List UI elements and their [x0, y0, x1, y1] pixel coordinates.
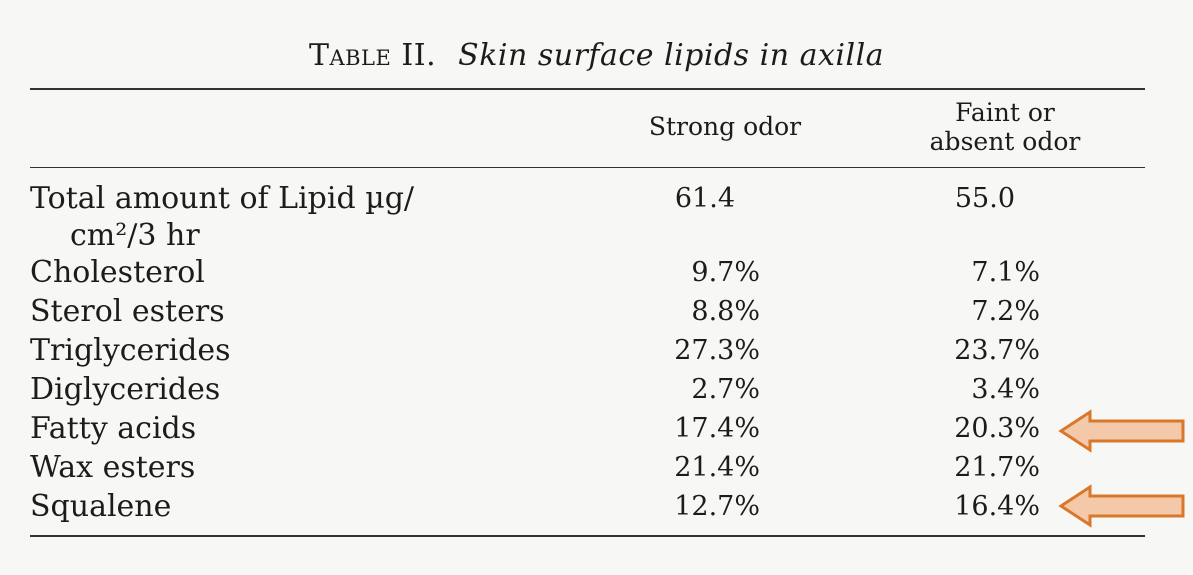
column-header-faint-line2: absent odor: [929, 127, 1081, 156]
cell-faint: 20.3%: [954, 413, 1040, 444]
cell-total-strong: 61.4: [674, 183, 735, 214]
cell-strong: 8.8%: [691, 296, 760, 327]
cell-faint: 21.7%: [954, 452, 1040, 483]
column-header-faint-line1: Faint or: [955, 98, 1055, 127]
cell-faint: 23.7%: [954, 335, 1040, 366]
cell-strong: 21.4%: [674, 452, 760, 483]
column-header-faint-odor: Faint or absent odor: [900, 98, 1110, 156]
row-label: Squalene: [30, 489, 172, 524]
row-label: Diglycerides: [30, 372, 221, 407]
highlight-arrow-left-icon: [1058, 409, 1185, 453]
table-row: Wax esters 21.4% 21.7%: [30, 449, 1070, 487]
table-bottom-rule: [30, 535, 1145, 537]
row-label-total-line1: Total amount of Lipid µg/: [30, 181, 415, 216]
cell-strong: 12.7%: [674, 491, 760, 522]
table-title-label: Table: [308, 38, 392, 73]
table-title-number: II.: [401, 38, 437, 73]
cell-faint: 7.1%: [971, 257, 1040, 288]
table-header-rule: [30, 167, 1145, 168]
table-caption: Skin surface lipids in axilla: [458, 38, 885, 73]
cell-strong: 27.3%: [674, 335, 760, 366]
table-row: Fatty acids 17.4% 20.3%: [30, 410, 1070, 448]
table-row: Squalene 12.7% 16.4%: [30, 488, 1070, 526]
table-row: Sterol esters 8.8% 7.2%: [30, 293, 1070, 331]
table-row-total-lipid: Total amount of Lipid µg/ cm²/3 hr 61.4 …: [30, 180, 1070, 256]
table-row: Diglycerides 2.7% 3.4%: [30, 371, 1070, 409]
column-header-strong-label: Strong odor: [648, 112, 802, 141]
cell-faint: 3.4%: [971, 374, 1040, 405]
table-title: Table II. Skin surface lipids in axilla: [0, 38, 1193, 73]
column-header-strong-odor: Strong odor: [620, 112, 830, 141]
cell-strong: 9.7%: [691, 257, 760, 288]
cell-faint: 16.4%: [954, 491, 1040, 522]
row-label: Triglycerides: [30, 333, 231, 368]
table-row: Cholesterol 9.7% 7.1%: [30, 254, 1070, 292]
table-row: Triglycerides 27.3% 23.7%: [30, 332, 1070, 370]
cell-strong: 2.7%: [691, 374, 760, 405]
row-label: Sterol esters: [30, 294, 225, 329]
row-label: Wax esters: [30, 450, 196, 485]
row-label-total-line2: cm²/3 hr: [70, 218, 200, 253]
table-top-rule: [30, 88, 1145, 90]
highlight-arrow-left-icon: [1058, 484, 1185, 528]
row-label: Cholesterol: [30, 255, 205, 290]
cell-strong: 17.4%: [674, 413, 760, 444]
cell-faint: 7.2%: [971, 296, 1040, 327]
cell-total-faint: 55.0: [954, 183, 1015, 214]
row-label: Fatty acids: [30, 411, 197, 446]
row-label-total: Total amount of Lipid µg/ cm²/3 hr: [30, 180, 414, 254]
